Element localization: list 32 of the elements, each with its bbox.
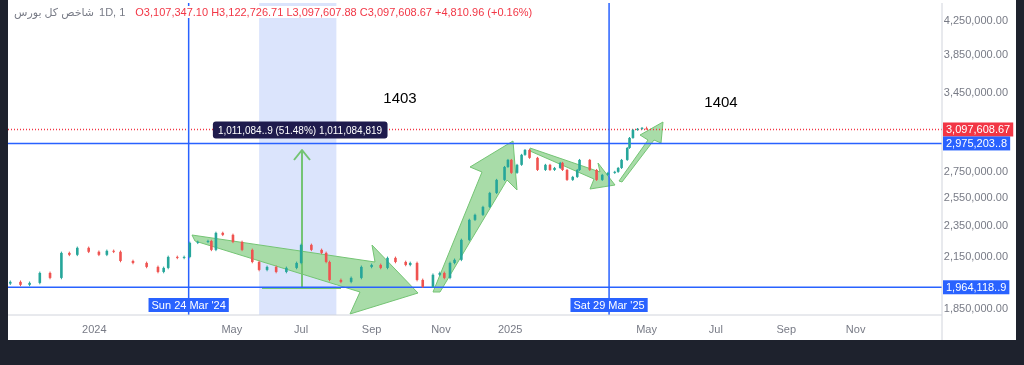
annotation: O3,107,347.10 H3,122,726.71 L3,097,607.88 C3,097,608.67 +4,810.96 (+0.16%) bbox=[135, 6, 533, 18]
ref-line-label: Sun 24 Mar '24 bbox=[151, 299, 226, 311]
x-tick-label: Jul bbox=[708, 323, 723, 335]
x-tick-label: Jul bbox=[294, 323, 309, 335]
ref-line-label: 1,964,118..9 bbox=[946, 281, 1007, 294]
ref-line-label: 3,097,608.67 bbox=[946, 123, 1011, 136]
x-tick-label: Sep bbox=[776, 323, 797, 335]
x-tick-label: Nov bbox=[845, 323, 866, 335]
y-tick-label: 1,850,000.00 bbox=[943, 302, 1008, 314]
y-tick-label: 2,350,000.00 bbox=[943, 219, 1008, 232]
ref-line-label: 2,975,203..8 bbox=[946, 137, 1008, 150]
x-tick-label: 2025 bbox=[497, 323, 523, 335]
x-tick-label: Nov bbox=[431, 323, 452, 335]
candlestick bbox=[468, 218, 471, 242]
annotation: 1403 bbox=[383, 88, 417, 106]
x-tick-label: Sep bbox=[361, 323, 382, 335]
annotation: 1404 bbox=[704, 92, 738, 110]
y-tick-label: 2,750,000.00 bbox=[943, 164, 1008, 177]
candlestick bbox=[460, 238, 463, 262]
annotation: 1,011,084..9 (51.48%) 1,011,084,819 bbox=[217, 124, 383, 136]
y-tick-label: 4,250,000.00 bbox=[943, 13, 1008, 26]
x-tick-label: May bbox=[636, 323, 658, 335]
x-tick-label: May bbox=[221, 323, 243, 335]
y-tick-label: 3,850,000.00 bbox=[943, 48, 1008, 61]
ref-line-label: Sat 29 Mar '25 bbox=[573, 299, 645, 311]
y-tick-label: 2,150,000.00 bbox=[943, 249, 1008, 262]
x-tick-label: 2024 bbox=[82, 323, 107, 335]
candlestick bbox=[206, 239, 210, 244]
y-tick-label: 2,550,000.00 bbox=[943, 190, 1008, 203]
y-tick-label: 3,450,000.00 bbox=[943, 86, 1008, 99]
chart-title: شاخص کل بورس bbox=[14, 6, 95, 19]
chart-subtitle: 1D, 1 bbox=[99, 6, 126, 18]
